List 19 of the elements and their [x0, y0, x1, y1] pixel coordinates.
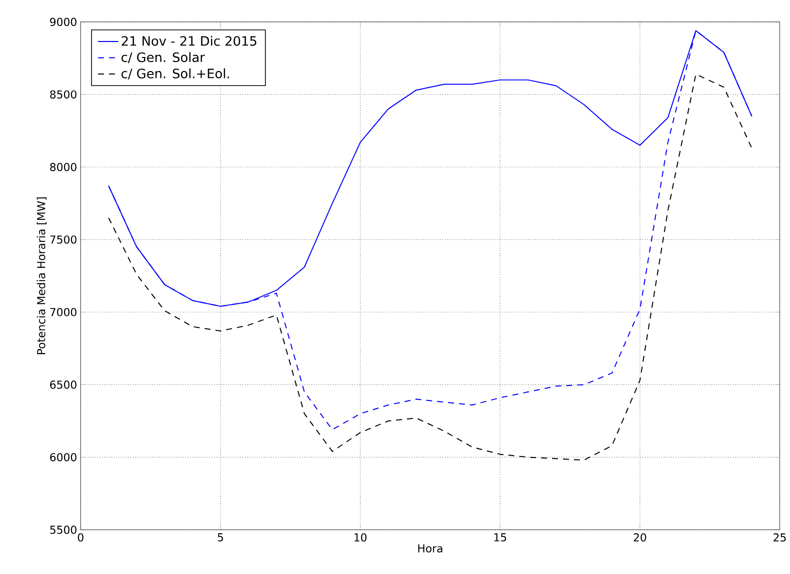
y-tick-label: 7500: [50, 236, 76, 244]
y-tick-label: 5500: [50, 526, 76, 534]
y-tick-label: 6000: [50, 453, 76, 462]
legend-label: 21 Nov - 21 Dic 2015: [122, 36, 256, 46]
x-tick-label: 0: [78, 533, 84, 542]
x-tick-label: 20: [634, 533, 646, 542]
legend-label: c/ Gen. Solar: [122, 52, 205, 64]
y-tick-label: 9000: [50, 18, 76, 26]
y-tick-label: 6500: [50, 380, 76, 389]
y-tick-label: 8000: [50, 163, 76, 172]
x-tick-label: 25: [774, 533, 786, 542]
y-axis-title: Potencia Media Horaria [MW]: [36, 198, 47, 354]
legend-label: c/ Gen. Sol.+Eol.: [122, 68, 229, 80]
x-tick-label: 15: [494, 533, 506, 542]
x-axis-title: Hora: [418, 544, 442, 553]
y-tick-label: 8500: [50, 90, 76, 99]
x-tick-label: 5: [218, 533, 224, 542]
y-tick-label: 7000: [50, 308, 76, 316]
x-tick-label: 10: [354, 533, 367, 542]
